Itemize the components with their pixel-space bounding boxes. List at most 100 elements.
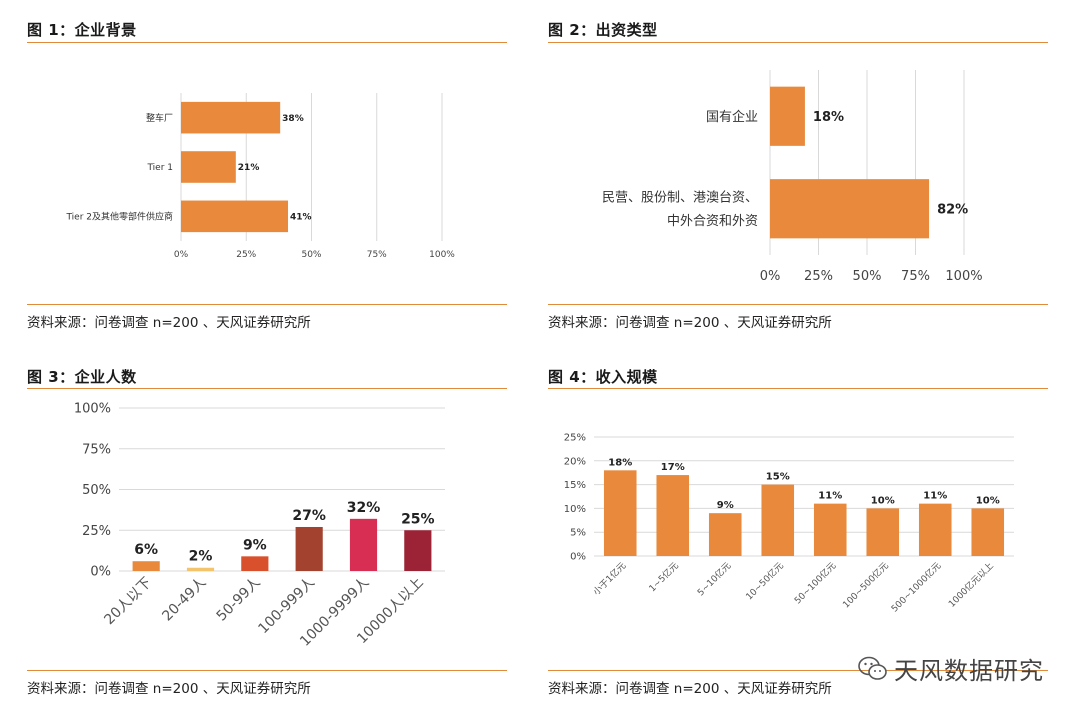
bar: [918, 503, 952, 556]
source-note: 资料来源：问卷调查 n=200 、天风证券研究所: [548, 681, 832, 697]
data-label: 25%: [401, 511, 435, 527]
wechat-icon: [858, 656, 887, 680]
panel-title: 图 3：企业人数: [27, 368, 137, 386]
x-tick-label: 25%: [804, 269, 833, 284]
data-label: 2%: [189, 549, 213, 565]
x-tick-label: 100%: [945, 269, 982, 284]
source-note: 资料来源：问卷调查 n=200 、天风证券研究所: [27, 315, 311, 331]
data-label: 18%: [813, 110, 844, 125]
panel-4: 图 4：收入规模 0% 5% 10% 15% 20% 25% 18% 小于1亿元 17% 1~5亿…: [548, 357, 1048, 715]
category-label: 20人以下: [101, 575, 155, 629]
data-label: 21%: [238, 163, 260, 173]
bar: [186, 567, 215, 571]
panel-1: 图 1：企业背景 0% 25% 50% 75% 100% 整车厂 38% Tier 1 21% T…: [27, 0, 507, 340]
data-label: 9%: [243, 537, 267, 553]
title-rule: [548, 388, 1048, 390]
bar: [770, 86, 805, 146]
bar: [241, 556, 269, 571]
data-label: 10%: [871, 495, 895, 506]
category-label: Tier 1: [146, 163, 173, 173]
data-label: 27%: [292, 508, 326, 524]
category-label: 1~5亿元: [646, 560, 681, 595]
watermark-text: 天风数据研究: [894, 657, 1044, 685]
source-rule: [548, 304, 1048, 306]
panel-2: 图 2：出资类型 0% 25% 50% 75% 100% 国有企业 18% 民营、股份制、港澳…: [548, 0, 1048, 340]
category-label: 10~50亿元: [743, 560, 786, 603]
category-label: 100~500亿元: [840, 560, 891, 611]
source-note: 资料来源：问卷调查 n=200 、天风证券研究所: [27, 681, 311, 697]
x-tick-label: 50%: [301, 250, 321, 260]
panel-3: 图 3：企业人数 0% 25% 50% 75% 100% 6% 20人以下 2% 20-49人 9…: [27, 357, 507, 715]
title-rule: [548, 42, 1048, 44]
source-note: 资料来源：问卷调查 n=200 、天风证券研究所: [548, 315, 832, 331]
panel-title: 图 2：出资类型: [548, 21, 658, 39]
panel-title: 图 1：企业背景: [27, 21, 137, 39]
y-tick-label: 20%: [564, 456, 586, 467]
bar: [866, 508, 900, 556]
panel-title: 图 4：收入规模: [548, 368, 658, 386]
category-label: 中外合资和外资: [667, 214, 758, 229]
category-label: Tier 2及其他零部件供应商: [65, 210, 173, 222]
data-label: 32%: [347, 500, 381, 516]
chart-1: 0% 25% 50% 75% 100% 整车厂 38% Tier 1 21% Tier 2及其他零…: [65, 93, 455, 260]
bar: [813, 503, 847, 556]
source-rule: [27, 304, 507, 306]
data-label: 11%: [923, 491, 947, 502]
title-rule: [27, 42, 507, 44]
chart-2: 0% 25% 50% 75% 100% 国有企业 18% 民营、股份制、港澳台资、中外合资和外…: [602, 70, 983, 284]
category-label: 5~10亿元: [695, 560, 734, 599]
bar: [295, 526, 323, 571]
y-tick-label: 5%: [570, 528, 586, 539]
category-label: 整车厂: [146, 112, 173, 124]
x-tick-label: 50%: [853, 269, 882, 284]
x-tick-label: 75%: [901, 269, 930, 284]
data-label: 10%: [976, 495, 1000, 506]
x-tick-label: 25%: [236, 250, 256, 260]
category-label: 50-99人: [214, 575, 264, 625]
category-label: 小于1亿元: [590, 560, 628, 598]
bar: [181, 101, 281, 134]
category-label: 民营、股份制、港澳台资、: [602, 190, 758, 206]
bar: [708, 513, 742, 556]
bar: [181, 200, 289, 233]
data-label: 82%: [937, 202, 968, 217]
bar: [603, 470, 637, 556]
data-label: 41%: [290, 212, 312, 222]
y-tick-label: 0%: [90, 565, 111, 580]
y-tick-label: 100%: [74, 402, 111, 417]
y-tick-label: 25%: [82, 524, 111, 539]
y-tick-label: 10%: [564, 504, 586, 515]
y-tick-label: 25%: [564, 433, 586, 444]
x-tick-label: 0%: [760, 269, 781, 284]
bar: [971, 508, 1005, 556]
y-tick-label: 15%: [564, 480, 586, 491]
data-label: 17%: [661, 462, 685, 473]
y-tick-label: 75%: [82, 442, 111, 457]
bar: [404, 530, 432, 571]
data-label: 38%: [282, 114, 304, 124]
data-label: 18%: [608, 457, 632, 468]
bar: [181, 151, 236, 183]
chart-3: 0% 25% 50% 75% 100% 6% 20人以下 2% 20-49人 9% 50-99人 27…: [74, 402, 445, 650]
data-label: 9%: [717, 500, 734, 511]
y-tick-label: 0%: [570, 552, 586, 563]
chart-4: 0% 5% 10% 15% 20% 25% 18% 小于1亿元 17% 1~5亿元 9% 5~10亿元…: [564, 433, 1014, 615]
category-label: 国有企业: [706, 109, 758, 125]
category-label: 50~100亿元: [792, 560, 839, 607]
title-rule: [27, 388, 507, 390]
source-rule: [27, 670, 507, 672]
category-label: 500~1000亿元: [888, 560, 943, 615]
category-label: 20-49人: [159, 575, 209, 625]
data-label: 11%: [818, 491, 842, 502]
bar: [132, 561, 160, 571]
x-tick-label: 0%: [174, 250, 189, 260]
data-label: 15%: [766, 472, 790, 483]
bar: [761, 484, 795, 556]
x-tick-label: 75%: [367, 250, 387, 260]
bar: [770, 179, 930, 239]
category-label: 1000亿元以上: [946, 560, 996, 610]
source-rule: [548, 670, 1048, 672]
watermark: 天风数据研究: [858, 651, 1044, 686]
x-tick-label: 100%: [429, 250, 455, 260]
y-tick-label: 50%: [82, 483, 111, 498]
